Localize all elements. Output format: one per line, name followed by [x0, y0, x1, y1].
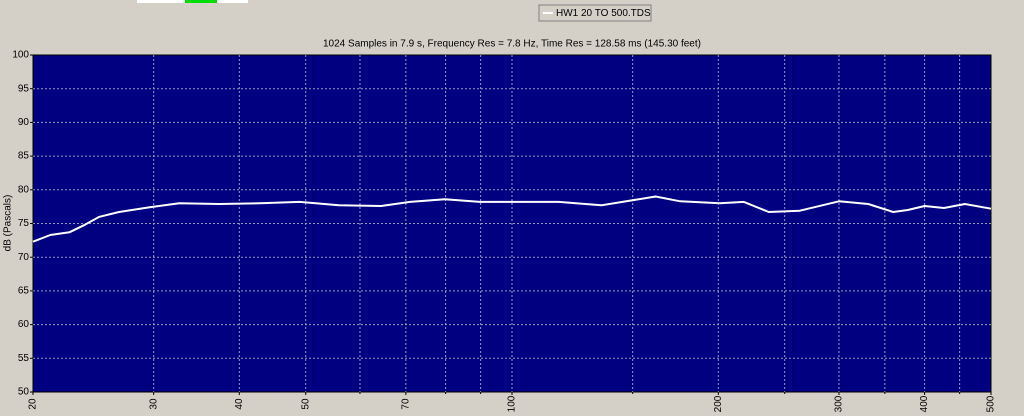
x-tick-label: 40: [234, 398, 245, 410]
y-tick-label: 95: [18, 83, 30, 94]
y-tick-label: 90: [18, 117, 30, 128]
x-tick-label: 20: [28, 398, 39, 410]
x-tick-label: 50: [300, 398, 311, 410]
y-tick-label: 100: [12, 50, 29, 61]
x-tick-label: 200: [713, 395, 724, 412]
legend-label: HW1 20 TO 500.TDS: [556, 8, 651, 19]
toolbar-swatch: [185, 0, 217, 3]
y-tick-label: 65: [18, 286, 30, 297]
y-tick-label: 60: [18, 319, 30, 330]
x-tick-label: 70: [400, 398, 411, 410]
x-tick-label: 100: [507, 395, 518, 412]
y-tick-label: 50: [18, 387, 30, 398]
data-line: [32, 195, 992, 243]
chart-title: 1024 Samples in 7.9 s, Frequency Res = 7…: [323, 39, 701, 50]
x-tick-label: 400: [919, 395, 930, 412]
y-tick-label: 70: [18, 252, 30, 263]
toolbar-swatch: [137, 0, 185, 3]
y-axis-label: dB (Pascals): [3, 195, 14, 252]
legend-box[interactable]: [538, 4, 652, 22]
y-tick-label: 75: [18, 218, 30, 229]
toolbar-swatch: [217, 0, 248, 3]
y-tick-label: 85: [18, 151, 30, 162]
y-tick-label: 80: [18, 184, 30, 195]
x-tick-label: 500: [986, 395, 997, 412]
y-tick-label: 55: [18, 353, 30, 364]
legend-button[interactable]: HW1 20 TO 500.TDS: [538, 4, 652, 22]
x-tick-label: 300: [834, 395, 845, 412]
x-tick-label: 30: [148, 398, 159, 410]
